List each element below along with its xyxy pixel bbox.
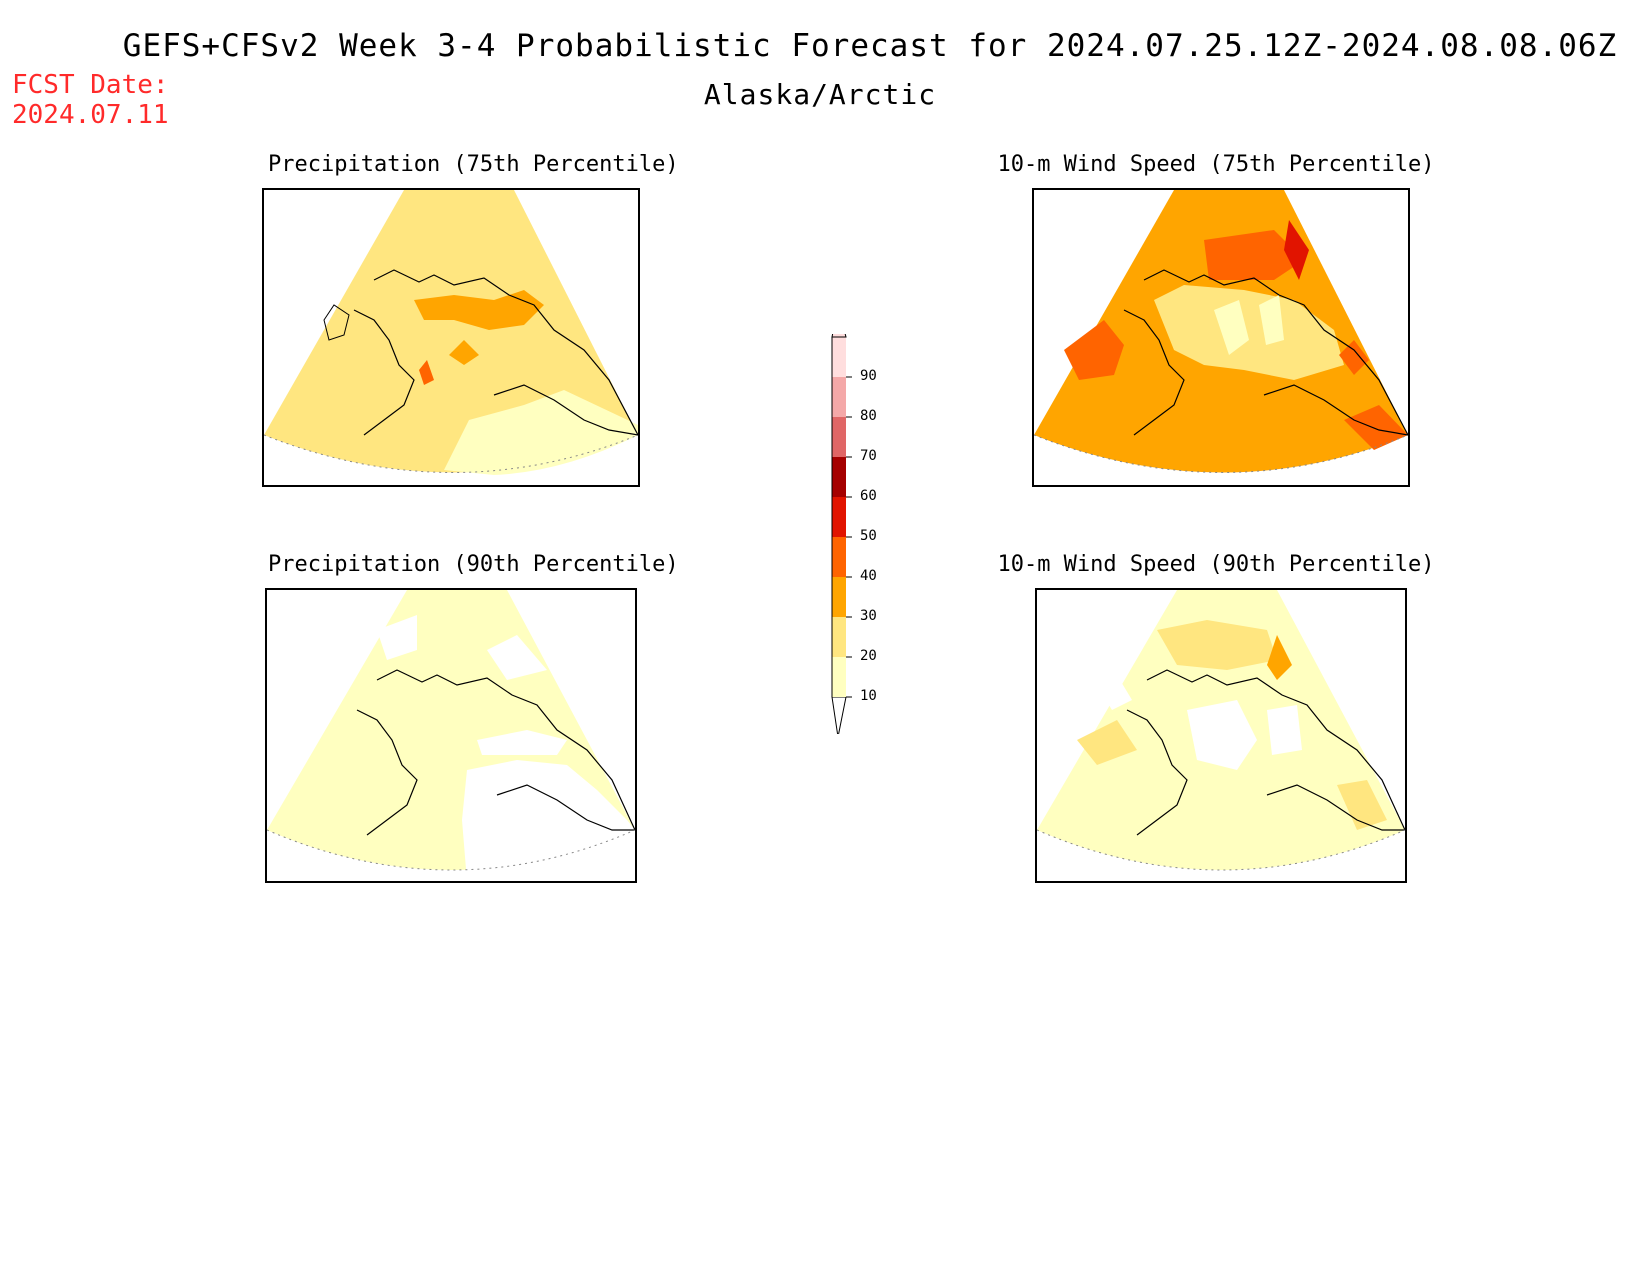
forecast-date-block: FCST Date: 2024.07.11 — [12, 70, 169, 130]
legend-swatch-4 — [832, 537, 846, 577]
legend-swatch-3 — [832, 577, 846, 617]
legend-label-90: 90 — [860, 368, 877, 384]
legend-tail-high — [831, 306, 847, 338]
legend-swatch-1 — [832, 657, 846, 697]
legend-label-60: 60 — [860, 488, 877, 504]
legend-tail-low — [831, 696, 847, 738]
map-wind-90 — [1035, 588, 1407, 883]
legend-label-30: 30 — [860, 608, 877, 624]
map-wind-75 — [1032, 188, 1410, 487]
region-subtitle: Alaska/Arctic — [703, 78, 937, 111]
legend-swatch-9 — [832, 337, 846, 377]
panel-title-wind-75: 10-m Wind Speed (75th Percentile) — [997, 152, 1435, 177]
panel-title-wind-90: 10-m Wind Speed (90th Percentile) — [997, 552, 1435, 577]
map-precip-75 — [262, 188, 640, 487]
legend-label-70: 70 — [860, 448, 877, 464]
legend-colorbar — [831, 306, 852, 738]
color-legend: 10 20 30 40 50 60 70 80 90 — [822, 306, 902, 738]
map-precip-90 — [265, 588, 637, 883]
panel-title-precip-75: Precipitation (75th Percentile) — [268, 152, 679, 177]
panel-title-precip-90: Precipitation (90th Percentile) — [268, 552, 679, 577]
forecast-date-value: 2024.07.11 — [12, 100, 169, 130]
legend-label-20: 20 — [860, 648, 877, 664]
legend-swatch-5 — [832, 497, 846, 537]
legend-label-40: 40 — [860, 568, 877, 584]
legend-swatch-6 — [832, 457, 846, 497]
legend-label-10: 10 — [860, 688, 877, 704]
forecast-date-label: FCST Date: — [12, 70, 169, 100]
legend-label-80: 80 — [860, 408, 877, 424]
legend-label-50: 50 — [860, 528, 877, 544]
legend-swatch-7 — [832, 417, 846, 457]
legend-swatch-8 — [832, 377, 846, 417]
main-title: GEFS+CFSv2 Week 3-4 Probabilistic Foreca… — [122, 28, 1618, 64]
legend-swatch-2 — [832, 617, 846, 657]
